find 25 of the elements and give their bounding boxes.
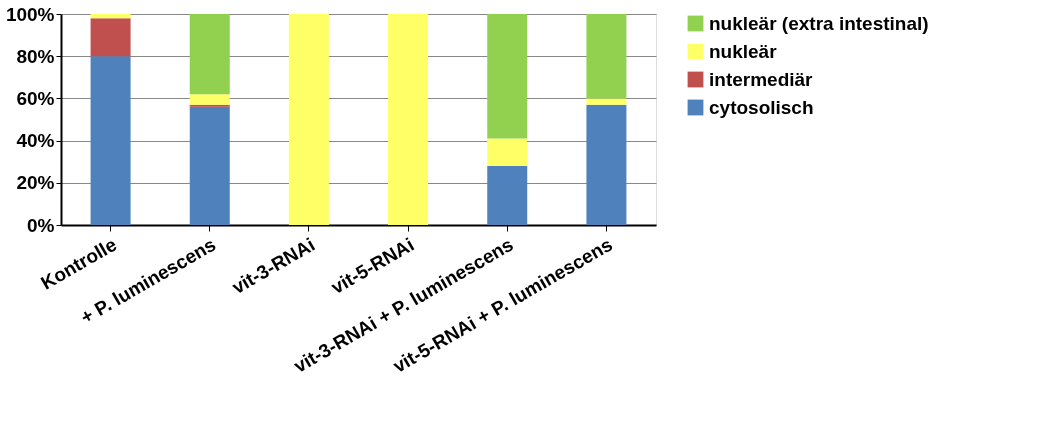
- bar: [90, 14, 131, 19]
- bar: [487, 165, 528, 225]
- legend-label: intermediär: [709, 68, 814, 90]
- bar: [487, 14, 528, 139]
- bar: [189, 104, 230, 107]
- y-tick-label: 0%: [27, 214, 55, 236]
- bar: [189, 106, 230, 225]
- bar: [288, 14, 329, 225]
- bar: [586, 98, 627, 105]
- bar: [90, 56, 131, 225]
- y-tick-label: 80%: [16, 45, 55, 67]
- bar: [586, 14, 627, 99]
- y-tick-label: 20%: [16, 172, 55, 194]
- legend-label: cytosolisch: [709, 96, 814, 118]
- bar: [189, 14, 230, 95]
- bar: [487, 138, 528, 166]
- bar: [189, 94, 230, 105]
- bar: [90, 18, 131, 57]
- bar: [388, 14, 429, 225]
- y-tick-label: 40%: [16, 130, 55, 152]
- bar: [586, 104, 627, 225]
- legend-label: nukleär: [709, 40, 778, 62]
- legend-label: nukleär (extra intestinal): [709, 12, 929, 34]
- y-tick-label: 100%: [5, 3, 55, 25]
- y-tick-label: 60%: [16, 87, 55, 109]
